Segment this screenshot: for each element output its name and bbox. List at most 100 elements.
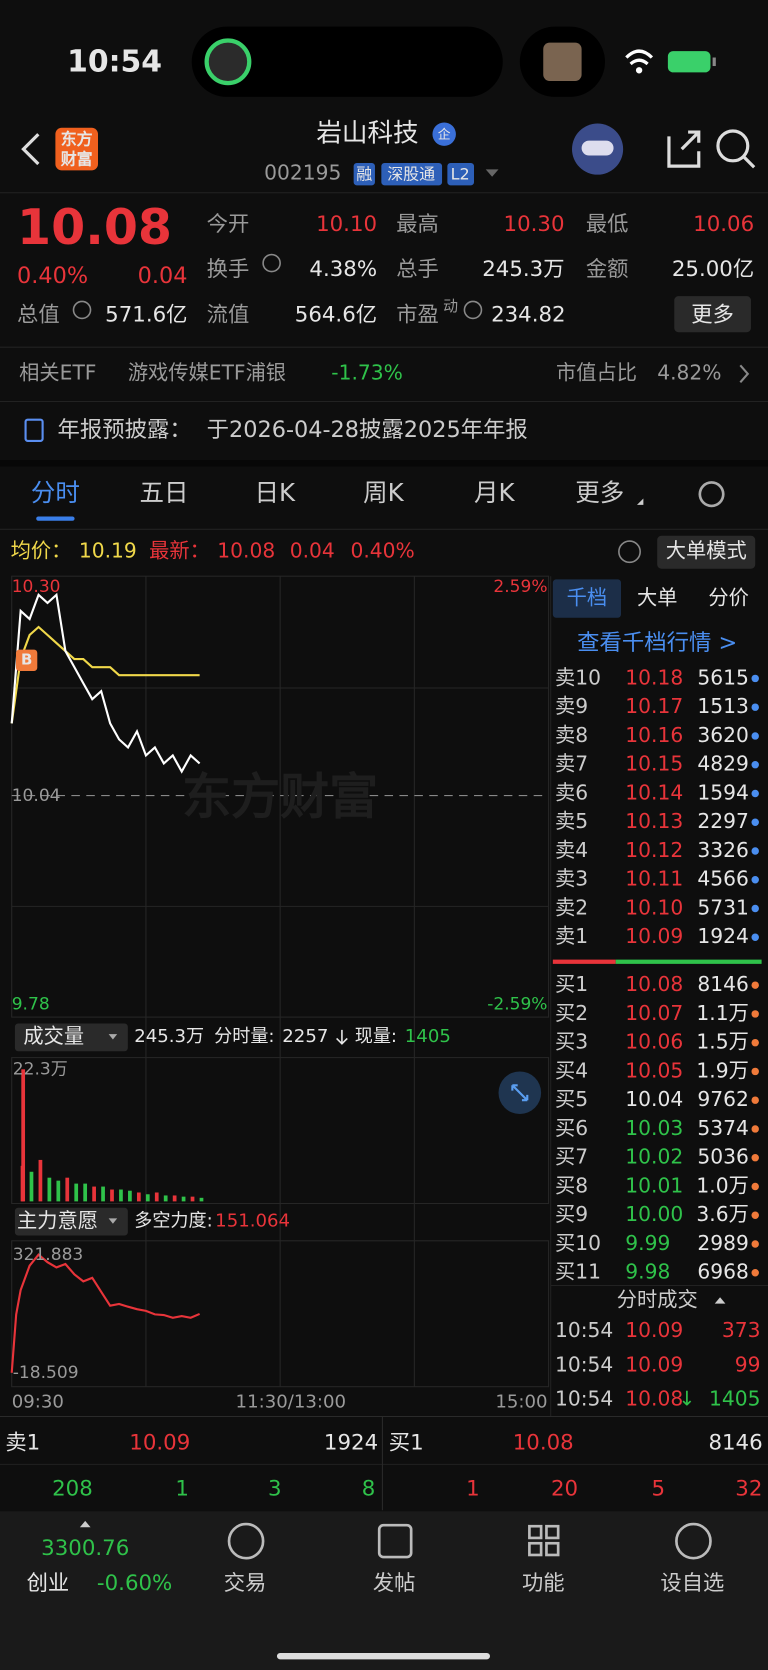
nav-item[interactable]: 功能: [521, 1569, 565, 1596]
level-price: 10.02: [625, 1145, 684, 1169]
stat-value: 10.30: [503, 210, 565, 237]
notice-text: 于2026-04-28披露2025年年报: [206, 416, 528, 443]
volume-bar: [56, 1180, 61, 1202]
settings-icon[interactable]: [698, 481, 725, 508]
level-volume: 9762: [697, 1087, 749, 1112]
ask-bar: [552, 959, 616, 964]
stat-label: 今开: [206, 210, 250, 237]
orderbook-tab-active[interactable]: [552, 579, 622, 618]
stat-label: 最高: [396, 210, 439, 237]
tag-box: [447, 162, 475, 186]
x-tick-label: 11:30/13:00: [235, 1391, 347, 1413]
level-label: 买5: [554, 1087, 589, 1112]
grid: [11, 576, 549, 1387]
indicator-selector[interactable]: [14, 1207, 128, 1236]
badge: 企: [437, 126, 451, 142]
dropdown-icon[interactable]: [485, 169, 499, 177]
watermark: 东方财富: [182, 767, 379, 826]
wifi-icon: [625, 49, 654, 66]
level-label: 买10: [554, 1231, 601, 1256]
tab[interactable]: 月K: [473, 479, 515, 508]
back-button[interactable]: [21, 133, 40, 166]
watchlist-icon[interactable]: [675, 1522, 712, 1560]
logo-text: 东方: [60, 129, 93, 149]
strength-value: 151.064: [215, 1210, 291, 1232]
orderbook-tab[interactable]: 分价: [708, 586, 749, 610]
level-dot: [751, 789, 759, 798]
mode-button[interactable]: 大单模式: [665, 539, 747, 563]
orderbook-tab[interactable]: 大单: [636, 586, 678, 610]
tab[interactable]: 五日: [139, 479, 189, 508]
battery-cap: [712, 57, 716, 67]
volume-title[interactable]: 成交量: [23, 1025, 85, 1049]
more-button[interactable]: [674, 296, 751, 333]
ask-volume: 1924: [323, 1429, 379, 1455]
current-volume: 1405: [404, 1026, 451, 1048]
tab[interactable]: 周K: [363, 479, 404, 508]
trade-icon[interactable]: [227, 1522, 265, 1560]
main-force-line: [10, 1253, 201, 1373]
stat-label: 总手: [396, 255, 439, 282]
clock: 10:54: [67, 43, 163, 79]
tag: 融: [356, 164, 373, 184]
tag: 深股通: [387, 164, 436, 184]
more-button[interactable]: 更多: [691, 301, 734, 327]
volume-selector[interactable]: [14, 1023, 128, 1052]
level-dot: [751, 1096, 759, 1104]
indicator-title[interactable]: 主力意愿: [17, 1209, 99, 1233]
price-line: [10, 592, 201, 774]
share-icon[interactable]: [667, 130, 701, 168]
function-icon[interactable]: [528, 1524, 560, 1557]
stat-value: 25.00亿: [671, 255, 755, 282]
level-label: 卖3: [554, 867, 589, 891]
post-icon[interactable]: [377, 1523, 413, 1559]
level-volume: 1.5万: [696, 1030, 749, 1054]
index-toggle[interactable]: [79, 1520, 91, 1528]
level-price: 10.01: [625, 1174, 684, 1198]
volume-bar: [163, 1195, 168, 1202]
stat-label: 市盈: [396, 301, 439, 327]
orderbook-tab[interactable]: 千档: [566, 586, 608, 610]
x-tick-label: 15:00: [495, 1391, 548, 1413]
level-label: 买2: [554, 1001, 589, 1026]
etf-name: 游戏传媒ETF浦银: [127, 361, 287, 386]
tab[interactable]: 更多: [575, 479, 625, 508]
orderbook-link[interactable]: 查看千档行情 >: [577, 629, 738, 656]
level-volume: 5615: [697, 666, 749, 690]
level-volume: 6968: [697, 1260, 749, 1284]
level-dot: [751, 1038, 759, 1047]
level-label: 买11: [554, 1260, 601, 1284]
bid-count: 5: [651, 1475, 666, 1501]
search-icon[interactable]: [716, 129, 750, 163]
stat-value: 245.3万: [482, 255, 565, 282]
level-dot: [751, 847, 759, 855]
notice-icon: [24, 418, 44, 442]
volume-bar: [47, 1177, 52, 1202]
indicator-bottom-label: -18.509: [12, 1362, 79, 1383]
level-dot: [751, 732, 759, 740]
level-dot: [751, 876, 759, 884]
level-volume: 2989: [697, 1231, 749, 1256]
trade-volume: 99: [734, 1353, 761, 1377]
last-change: 0.04: [289, 539, 335, 563]
indicator-frame: [11, 1240, 550, 1388]
tab-underline: [36, 516, 75, 521]
stat-value: 10.06: [693, 210, 755, 237]
nav-item[interactable]: 设自选: [660, 1569, 725, 1596]
tab[interactable]: 分时: [30, 479, 80, 508]
level-dot: [751, 1211, 759, 1219]
mode-button[interactable]: [657, 535, 756, 569]
level-dot: [751, 1010, 759, 1018]
level-volume: 1924: [697, 924, 749, 949]
nav-item[interactable]: 发帖: [372, 1569, 416, 1596]
bid-price: 10.08: [512, 1429, 574, 1455]
help-icon[interactable]: [618, 540, 641, 564]
ask-count: 3: [268, 1475, 282, 1501]
nav-item[interactable]: 交易: [223, 1569, 267, 1596]
volume-bar: [74, 1183, 79, 1202]
tab[interactable]: 日K: [254, 479, 296, 508]
trades-title: 分时成交: [616, 1288, 698, 1312]
nav-bar: [0, 1511, 768, 1670]
level-price: 10.00: [625, 1202, 684, 1227]
